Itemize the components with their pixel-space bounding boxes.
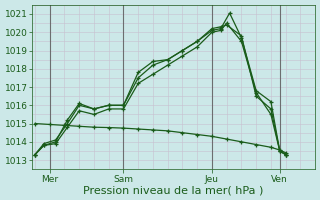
X-axis label: Pression niveau de la mer( hPa ): Pression niveau de la mer( hPa )	[84, 185, 264, 195]
